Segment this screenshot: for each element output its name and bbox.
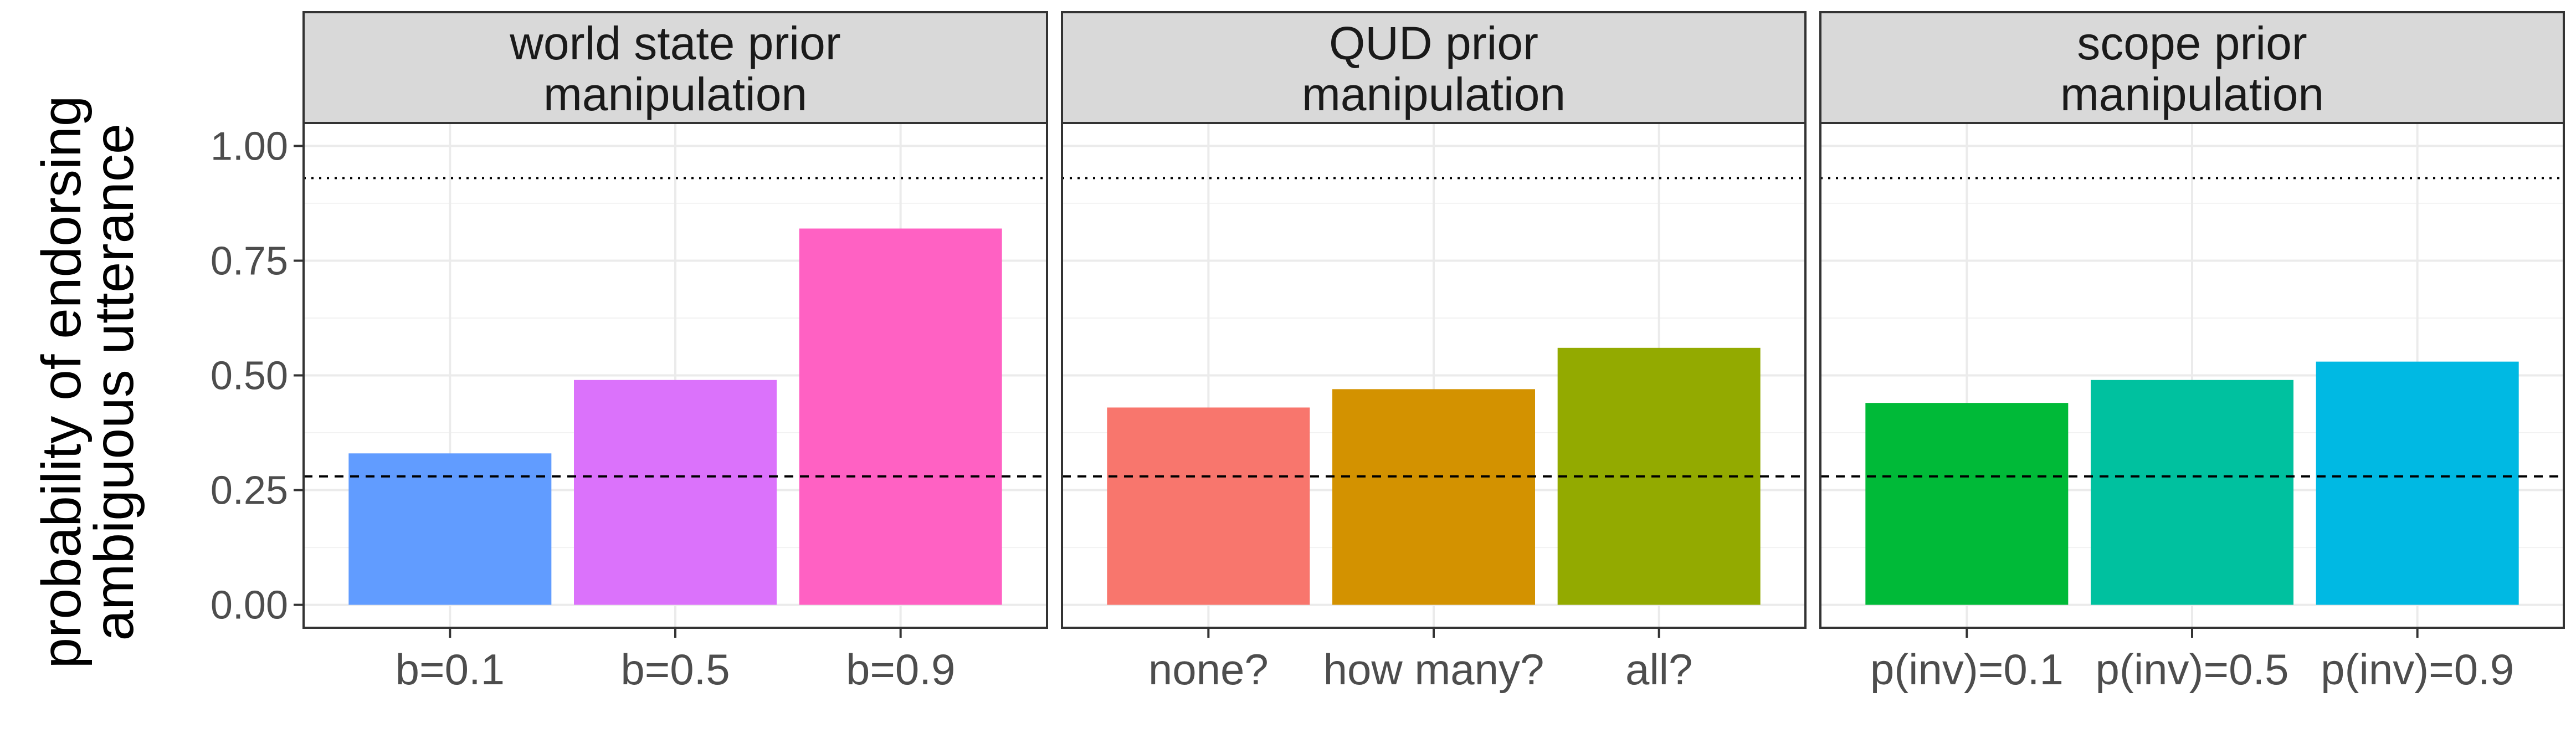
y-tick-label: 0.50 <box>211 354 288 398</box>
y-tick-label: 0.75 <box>211 239 288 283</box>
panel-3: scope prior manipulation p(inv)=0.1 p(inv)=… <box>1819 11 2565 694</box>
panel-1: world state prior manipulation b=0.1 b=0.5 b… <box>302 11 1048 694</box>
y-axis-title: probability of endorsingambiguous uttera… <box>30 96 145 669</box>
panel-title-line: manipulation <box>543 68 807 120</box>
x-tick-label: how many? <box>1323 645 1544 694</box>
panel-title: scope prior manipulation <box>2060 17 2324 120</box>
bar-b-0-1 <box>348 453 552 605</box>
bar-none <box>1107 407 1310 605</box>
x-tick-label: p(inv)=0.1 <box>1870 645 2064 694</box>
bar-p-inv-0-9 <box>2316 361 2519 605</box>
x-tick-label: all? <box>1625 645 1692 694</box>
panel-title-line: QUD prior <box>1329 17 1538 69</box>
x-tick-label: none? <box>1148 645 1269 694</box>
y-axis-title-line: ambiguous utterance <box>83 124 145 641</box>
y-axis-title-line: probability of endorsing <box>30 96 93 669</box>
panel-title-line: scope prior <box>2077 17 2307 69</box>
bar-b-0-5 <box>574 380 777 605</box>
panel-title: world state prior manipulation <box>509 17 841 120</box>
panel-2: QUD prior manipulation none? how many? all? <box>1061 11 1807 694</box>
y-tick-label: 1.00 <box>211 124 288 168</box>
x-tick-label: b=0.1 <box>396 645 505 694</box>
y-tick-label: 0.00 <box>211 583 288 628</box>
panel-strip <box>1819 11 2565 124</box>
bar-how-many <box>1332 389 1535 605</box>
y-axis-label: probability of endorsingambiguous uttera… <box>30 96 145 669</box>
x-tick-label: p(inv)=0.5 <box>2095 645 2288 694</box>
x-tick-label: b=0.9 <box>846 645 955 694</box>
panel-title-line: manipulation <box>1302 68 1566 120</box>
panel-strip <box>302 11 1048 124</box>
x-tick-label: p(inv)=0.9 <box>2321 645 2514 694</box>
bar-p-inv-0-5 <box>2091 380 2293 605</box>
bar-p-inv-0-1 <box>1865 403 2069 605</box>
x-tick-label: b=0.5 <box>620 645 730 694</box>
panel-title-line: world state prior <box>509 17 841 69</box>
y-tick-label: 0.25 <box>211 469 288 513</box>
panel-title-line: manipulation <box>2060 68 2324 120</box>
bar-b-0-9 <box>799 228 1002 605</box>
panel-title: QUD prior manipulation <box>1302 17 1566 120</box>
